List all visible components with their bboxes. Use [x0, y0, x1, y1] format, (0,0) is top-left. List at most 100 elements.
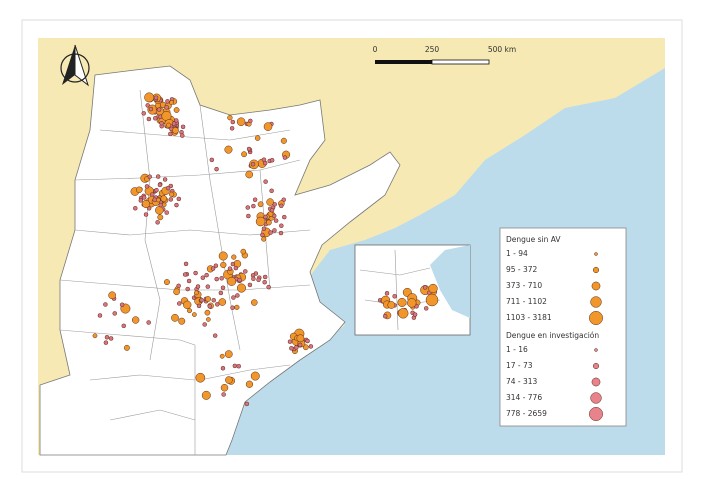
case-point [269, 188, 274, 194]
case-point [214, 276, 219, 282]
case-point [165, 185, 171, 191]
case-point [218, 290, 224, 296]
case-point [176, 283, 181, 289]
case-point [141, 195, 147, 200]
legend-item: 1 - 94 [506, 249, 528, 258]
case-point [397, 297, 407, 307]
case-point [302, 344, 309, 351]
case-point [215, 302, 220, 307]
legend-item: 1103 - 3181 [506, 313, 552, 322]
case-point [158, 202, 163, 208]
case-point [168, 197, 174, 202]
case-point [266, 284, 271, 290]
case-point [261, 157, 267, 162]
inset-points [377, 283, 439, 320]
case-point [148, 106, 154, 112]
case-point [201, 390, 211, 400]
case-point [156, 107, 162, 112]
case-point [177, 301, 182, 306]
argentina [39, 65, 401, 456]
case-point [227, 266, 233, 271]
case-point [103, 302, 108, 307]
legend-item: 95 - 372 [506, 265, 538, 274]
legend-symbol [592, 266, 600, 274]
case-point [205, 296, 211, 302]
scale-bar: 0 250 500 km [373, 45, 516, 65]
legend-title: Dengue sin AV [506, 235, 561, 244]
case-point [250, 161, 256, 167]
case-point [236, 283, 246, 293]
case-point [262, 279, 267, 285]
case-point [279, 223, 284, 228]
case-point [220, 383, 229, 392]
case-point [256, 277, 261, 283]
case-point [412, 312, 418, 317]
case-point [248, 118, 253, 124]
case-point [257, 201, 264, 208]
case-point [202, 322, 207, 327]
case-point [422, 285, 428, 290]
legend-symbol [590, 296, 602, 308]
case-point [428, 283, 438, 294]
case-point [182, 272, 188, 277]
case-point [141, 199, 150, 208]
case-point [157, 214, 164, 221]
case-point [219, 353, 225, 359]
case-point [232, 363, 238, 369]
legend-item: 778 - 2659 [506, 409, 547, 418]
scale-label: 500 km [488, 45, 516, 54]
case-point [152, 197, 157, 202]
case-point [108, 336, 114, 341]
case-point [176, 196, 182, 202]
case-point [133, 206, 138, 211]
case-point [278, 203, 284, 209]
case-point [392, 294, 397, 299]
legend-symbol [594, 348, 598, 352]
case-point [245, 170, 254, 179]
case-point [261, 236, 267, 242]
case-point [146, 116, 152, 122]
case-point [245, 380, 254, 388]
case-point [154, 187, 159, 193]
case-point [174, 202, 179, 208]
case-point [282, 155, 288, 160]
case-point [220, 285, 226, 291]
case-point [230, 261, 236, 267]
case-point [210, 266, 216, 271]
case-point [265, 219, 272, 226]
case-point [230, 119, 236, 125]
case-point [173, 118, 179, 123]
case-point [268, 230, 273, 235]
case-point [263, 179, 268, 184]
case-point [131, 316, 140, 324]
case-point [185, 286, 190, 292]
case-point [146, 320, 151, 325]
case-point [155, 220, 160, 225]
case-point [260, 232, 265, 238]
legend-item: 314 - 776 [506, 393, 542, 402]
case-point [204, 272, 209, 278]
case-point [282, 214, 287, 220]
case-point [206, 317, 211, 322]
case-point [123, 344, 130, 351]
case-point [278, 230, 284, 236]
legend: Dengue sin AV 1 - 94 95 - 372 373 - 710 711 … [499, 227, 627, 427]
case-point [119, 302, 125, 308]
case-point [229, 126, 235, 131]
case-point [183, 300, 192, 309]
case-point [244, 401, 250, 407]
case-point [219, 276, 224, 281]
case-point [171, 121, 177, 126]
case-point [143, 212, 149, 217]
case-point [163, 279, 170, 286]
legend-item: 74 - 313 [506, 377, 538, 386]
case-point [212, 333, 218, 338]
case-point [231, 295, 236, 300]
case-point [199, 297, 204, 303]
scale-label: 0 [373, 45, 378, 54]
legend-title: Dengue en investigación [506, 331, 599, 340]
inset-ocean [430, 245, 470, 318]
case-point [195, 372, 206, 383]
case-point [384, 291, 390, 296]
